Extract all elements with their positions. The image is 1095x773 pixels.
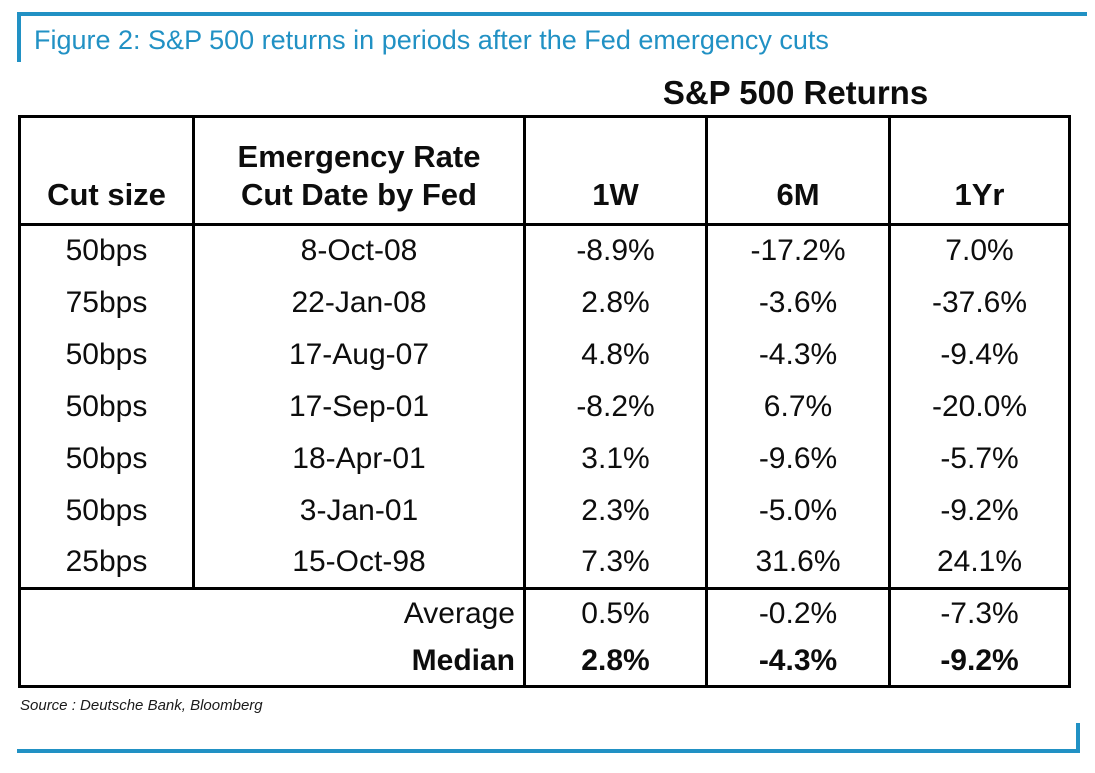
figure-title: Figure 2: S&P 500 returns in periods aft…: [17, 16, 1087, 63]
cell-1w: 4.8%: [523, 328, 708, 381]
cell-cut-size: 25bps: [18, 536, 195, 589]
col-header-1w: 1W: [523, 116, 708, 227]
col-header-cut-date-line2: Cut Date by Fed: [241, 177, 477, 213]
returns-table: Cut size Emergency Rate Cut Date by Fed …: [18, 115, 1071, 689]
summary-cell-1w: 0.5%: [523, 587, 708, 638]
table-row: 25bps 15-Oct-98 7.3% 31.6% 24.1%: [18, 536, 1071, 589]
cell-cut-date: 17-Aug-07: [192, 328, 526, 381]
cell-1yr: -9.4%: [888, 328, 1071, 381]
table-row: 50bps 17-Sep-01 -8.2% 6.7% -20.0%: [18, 380, 1071, 433]
col-header-cut-size: Cut size: [18, 116, 195, 227]
cell-1w: 2.8%: [523, 276, 708, 329]
summary-label-average: Average: [18, 587, 526, 638]
table-row: 50bps 8-Oct-08 -8.9% -17.2% 7.0%: [18, 224, 1071, 277]
col-header-6m: 6M: [705, 116, 891, 227]
cell-cut-size: 50bps: [18, 432, 195, 485]
cell-1w: 2.3%: [523, 484, 708, 537]
cell-cut-date: 15-Oct-98: [192, 536, 526, 589]
cell-1w: -8.9%: [523, 224, 708, 277]
cell-1w: 7.3%: [523, 536, 708, 589]
summary-cell-1w: 2.8%: [523, 637, 708, 687]
figure-container: Figure 2: S&P 500 returns in periods aft…: [0, 12, 1095, 753]
cell-1yr: -9.2%: [888, 484, 1071, 537]
table-group-header: S&P 500 Returns: [662, 74, 929, 112]
cell-1yr: -5.7%: [888, 432, 1071, 485]
group-header-row: S&P 500 Returns: [18, 74, 1068, 112]
cell-6m: 6.7%: [705, 380, 891, 433]
cell-cut-size: 75bps: [18, 276, 195, 329]
cell-6m: -3.6%: [705, 276, 891, 329]
cell-cut-date: 8-Oct-08: [192, 224, 526, 277]
table-row: 50bps 3-Jan-01 2.3% -5.0% -9.2%: [18, 484, 1071, 537]
summary-cell-6m: -4.3%: [705, 637, 891, 687]
cell-1w: 3.1%: [523, 432, 708, 485]
summary-cell-6m: -0.2%: [705, 587, 891, 638]
cell-cut-date: 22-Jan-08: [192, 276, 526, 329]
cell-cut-size: 50bps: [18, 224, 195, 277]
table-row: 50bps 17-Aug-07 4.8% -4.3% -9.4%: [18, 328, 1071, 381]
cell-6m: -17.2%: [705, 224, 891, 277]
cell-1yr: 7.0%: [888, 224, 1071, 277]
table-row: 50bps 18-Apr-01 3.1% -9.6% -5.7%: [18, 432, 1071, 485]
cell-cut-date: 17-Sep-01: [192, 380, 526, 433]
cell-cut-date: 18-Apr-01: [192, 432, 526, 485]
summary-row-average: Average 0.5% -0.2% -7.3%: [18, 587, 1071, 638]
cell-cut-size: 50bps: [18, 484, 195, 537]
cell-cut-size: 50bps: [18, 380, 195, 433]
cell-1yr: -20.0%: [888, 380, 1071, 433]
cell-6m: -4.3%: [705, 328, 891, 381]
col-header-cut-date: Emergency Rate Cut Date by Fed: [192, 116, 526, 227]
source-note: Source : Deutsche Bank, Bloomberg: [20, 697, 263, 715]
group-header-spacer: [18, 74, 523, 112]
summary-label-median: Median: [18, 637, 526, 687]
cell-1w: -8.2%: [523, 380, 708, 433]
bottom-accent-rule: [17, 723, 1080, 753]
cell-6m: -5.0%: [705, 484, 891, 537]
cell-cut-date: 3-Jan-01: [192, 484, 526, 537]
cell-1yr: 24.1%: [888, 536, 1071, 589]
summary-cell-1yr: -9.2%: [888, 637, 1071, 687]
cell-6m: 31.6%: [705, 536, 891, 589]
cell-1yr: -37.6%: [888, 276, 1071, 329]
summary-cell-1yr: -7.3%: [888, 587, 1071, 638]
summary-row-median: Median 2.8% -4.3% -9.2%: [18, 637, 1071, 687]
table-row: 75bps 22-Jan-08 2.8% -3.6% -37.6%: [18, 276, 1071, 329]
col-header-1yr: 1Yr: [888, 116, 1071, 227]
table-header-row: Cut size Emergency Rate Cut Date by Fed …: [18, 116, 1071, 227]
figure-title-block: Figure 2: S&P 500 returns in periods aft…: [17, 12, 1087, 63]
col-header-cut-date-line1: Emergency Rate: [237, 138, 481, 174]
cell-6m: -9.6%: [705, 432, 891, 485]
cell-cut-size: 50bps: [18, 328, 195, 381]
